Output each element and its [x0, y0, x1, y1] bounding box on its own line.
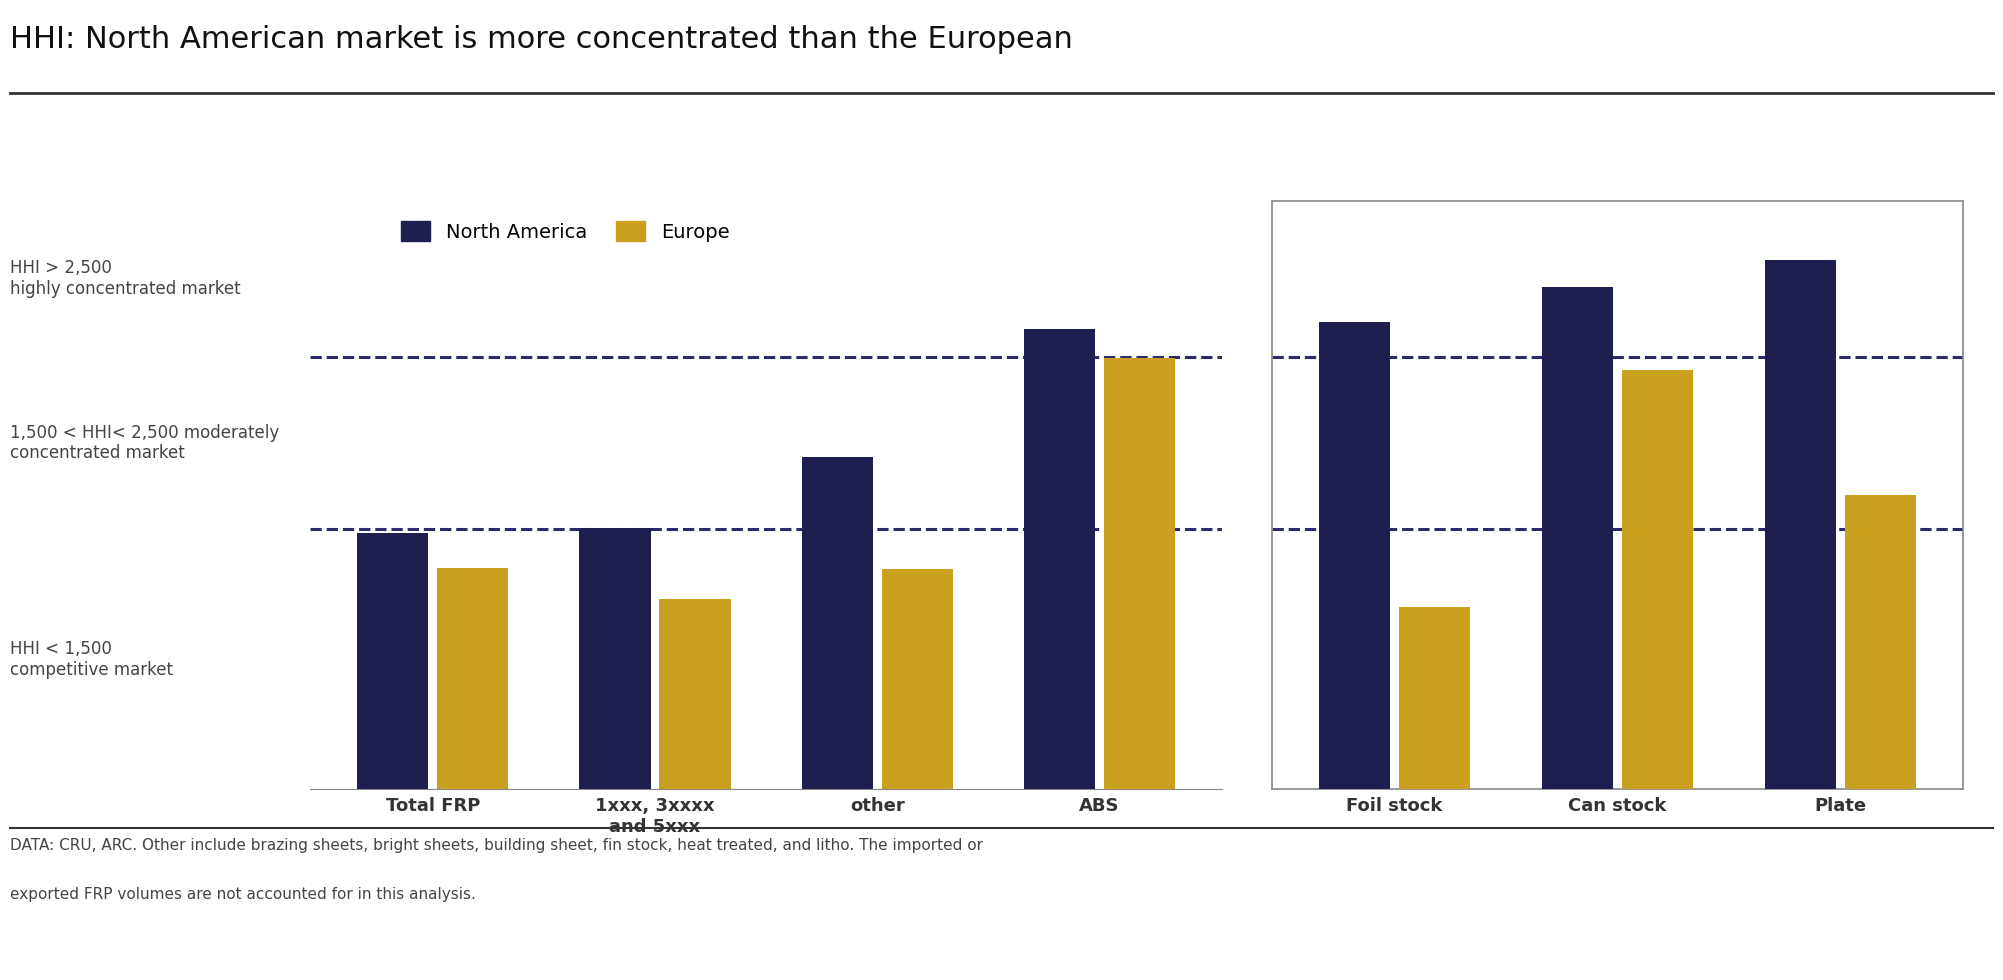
Text: HHI > 2,500
highly concentrated market: HHI > 2,500 highly concentrated market: [10, 260, 240, 298]
Bar: [1622, 370, 1693, 789]
Bar: [801, 457, 873, 789]
Bar: [437, 567, 509, 789]
Text: exported FRP volumes are not accounted for in this analysis.: exported FRP volumes are not accounted f…: [10, 887, 477, 902]
Bar: [1318, 322, 1390, 789]
Bar: [1104, 359, 1176, 789]
Text: DATA: CRU, ARC. Other include brazing sheets, bright sheets, building sheet, fin: DATA: CRU, ARC. Other include brazing sh…: [10, 838, 983, 853]
Legend: North America, Europe: North America, Europe: [393, 214, 737, 250]
Bar: [357, 533, 429, 789]
Bar: [1542, 287, 1612, 789]
Text: 1,500 < HHI< 2,500 moderately
concentrated market: 1,500 < HHI< 2,500 moderately concentrat…: [10, 423, 278, 463]
Text: HHI: North American market is more concentrated than the European: HHI: North American market is more conce…: [10, 24, 1074, 54]
Bar: [579, 528, 651, 789]
Bar: [659, 599, 731, 789]
Bar: [1398, 608, 1470, 789]
Bar: [881, 569, 953, 789]
Bar: [1845, 495, 1917, 789]
Bar: [1765, 260, 1837, 789]
Bar: [1024, 329, 1096, 789]
Text: HHI < 1,500
competitive market: HHI < 1,500 competitive market: [10, 640, 172, 678]
